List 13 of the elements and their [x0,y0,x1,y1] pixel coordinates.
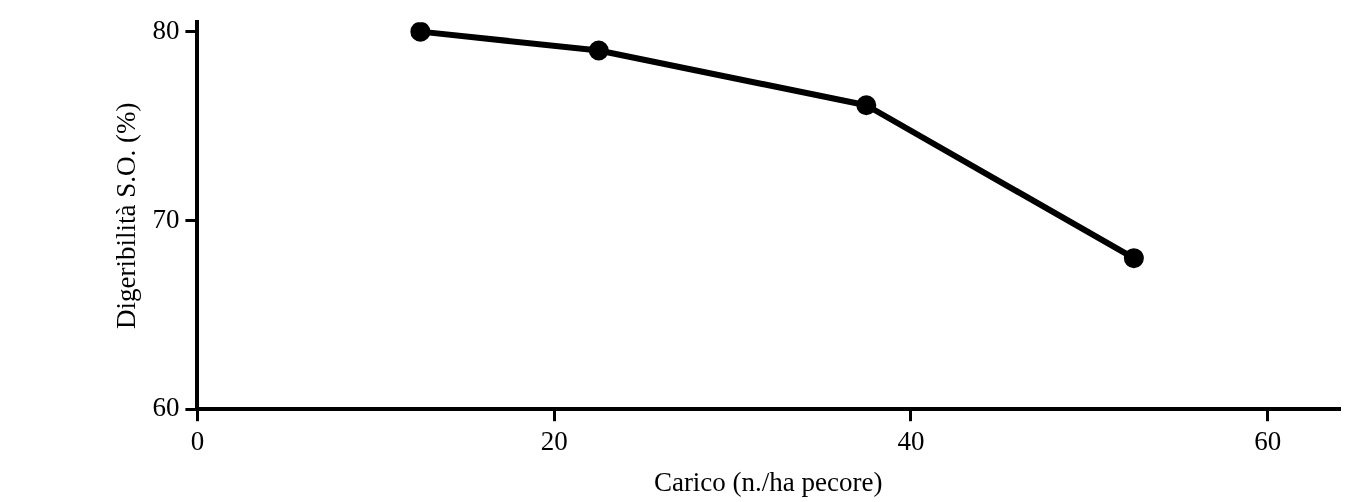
x-axis-title: Carico (n./ha pecore) [653,466,883,497]
y-tick-label: 60 [152,392,180,423]
point [1123,248,1144,269]
x-tick-label: 60 [1254,426,1282,457]
point [856,95,877,116]
y-axis-title: Digeribilità S.O. (%) [111,102,142,329]
point [410,22,431,42]
y-tick-label: 70 [152,203,180,234]
x-tick-label: 0 [190,426,205,457]
x-tick-label: 40 [897,426,925,457]
y-tick-label: 80 [152,14,180,45]
x-tick-label: 20 [540,426,568,457]
point [588,40,609,61]
